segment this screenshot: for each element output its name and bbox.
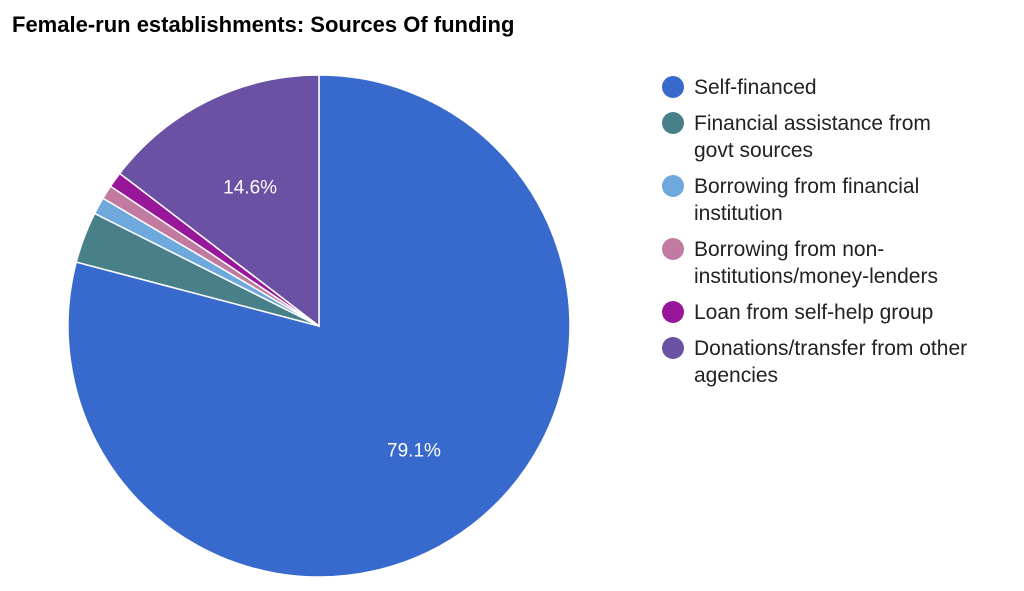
pie-chart: 79.1% 14.6%: [67, 74, 571, 578]
legend-swatch-icon: [662, 112, 684, 134]
legend-item[interactable]: Self-financed: [662, 74, 1022, 101]
legend-label: Financial assistance from govt sources: [694, 112, 931, 162]
chart-title: Female-run establishments: Sources Of fu…: [12, 12, 515, 37]
pie-slice[interactable]: [118, 74, 320, 328]
legend-swatch-icon: [662, 301, 684, 323]
legend-swatch-icon: [662, 175, 684, 197]
legend-item[interactable]: Borrowing from non-institutions/money-le…: [662, 236, 1022, 290]
legend-item[interactable]: Loan from self-help group: [662, 299, 1022, 326]
legend-label: Self-financed: [694, 76, 817, 99]
legend-label: Loan from self-help group: [694, 301, 934, 324]
legend-label: Borrowing from financial institution: [694, 175, 920, 225]
slice-value-label: 79.1%: [387, 440, 441, 461]
legend-swatch-icon: [662, 238, 684, 260]
legend-item[interactable]: Financial assistance from govt sources: [662, 110, 1022, 164]
legend-item[interactable]: Borrowing from financial institution: [662, 173, 1022, 227]
legend-label: Borrowing from non-institutions/money-le…: [694, 238, 938, 288]
legend-swatch-icon: [662, 337, 684, 359]
slice-value-label: 14.6%: [223, 177, 277, 198]
legend: Self-financed Financial assistance from go…: [662, 74, 1022, 398]
legend-label: Donations/transfer from other agencies: [694, 337, 968, 387]
legend-swatch-icon: [662, 76, 684, 98]
legend-item[interactable]: Donations/transfer from other agencies: [662, 335, 1022, 389]
